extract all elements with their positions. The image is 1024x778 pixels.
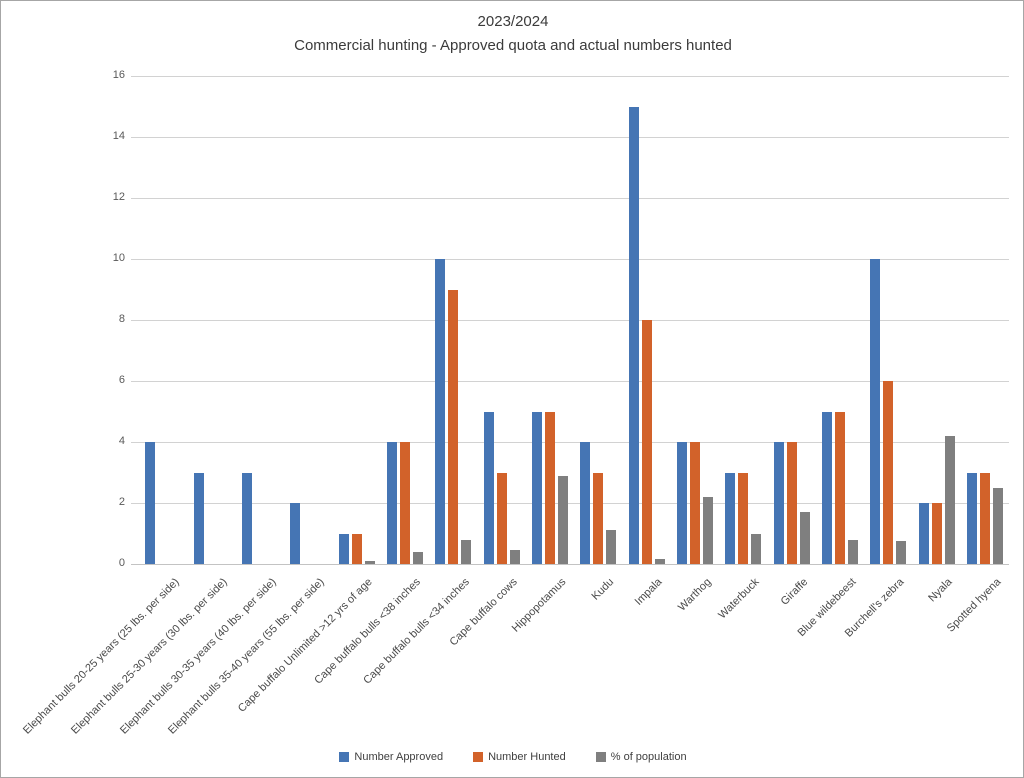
gridline [131,320,1009,321]
bar-number-approved [531,411,542,564]
chart-title-line2: Commercial hunting - Approved quota and … [294,37,732,54]
bar-of-population [992,487,1003,564]
y-axis-tick-label: 16 [112,69,125,81]
bar-of-population [461,539,472,564]
chart-title-line1: 2023/2024 [477,13,549,30]
legend-label: Number Hunted [488,751,566,763]
bar-number-approved [290,503,301,564]
y-axis-tick-label: 8 [118,313,125,325]
legend-item-number-hunted: Number Hunted [473,751,566,763]
bar-number-approved [773,442,784,564]
bar-number-approved [870,259,881,564]
bar-number-approved [145,442,156,564]
legend-swatch-number-approved [339,752,350,762]
bar-number-hunted [399,442,410,564]
gridline [131,381,1009,382]
bar-number-approved [676,442,687,564]
bar-number-approved [918,503,929,564]
bar-number-approved [725,472,736,564]
bar-number-hunted [689,442,700,564]
legend: Number Approved Number Hunted % of populat… [1,747,1023,767]
x-axis-category-label: Nyala [926,576,955,605]
bar-number-hunted [883,381,894,564]
bar-of-population [557,475,568,564]
bar-of-population [509,550,520,564]
y-axis-tick-label: 12 [112,191,125,203]
bar-of-population [606,530,617,564]
bar-number-hunted [979,472,990,564]
bar-number-hunted [593,472,604,564]
bar-of-population [702,496,713,564]
bar-number-hunted [738,472,749,564]
gridline [131,198,1009,199]
gridline [131,76,1009,77]
y-axis-tick-label: 2 [118,496,125,508]
bar-of-population [364,560,375,564]
legend-item-number-approved: Number Approved [339,751,443,763]
bar-of-population [751,533,762,564]
bar-number-hunted [351,533,362,564]
x-axis-category-label: Giraffe [778,576,810,608]
bar-of-population [799,512,810,564]
bar-number-hunted [496,472,507,564]
bar-number-hunted [641,320,652,564]
bar-number-hunted [931,503,942,564]
bar-of-population [412,551,423,564]
bar-number-approved [628,106,639,564]
x-axis-category-label: Warthog [675,576,714,614]
bar-number-approved [193,472,204,564]
bar-of-population [847,539,858,564]
bar-number-approved [966,472,977,564]
y-axis-tick-label: 6 [118,374,125,386]
bar-number-hunted [834,411,845,564]
bar-number-approved [821,411,832,564]
gridline [131,137,1009,138]
bar-number-approved [435,259,446,564]
bar-number-approved [580,442,591,564]
legend-label: Number Approved [354,751,444,763]
gridline [131,564,1009,565]
bar-of-population [944,435,955,564]
legend-swatch-number-hunted [473,752,484,762]
bar-number-hunted [448,289,459,564]
gridline [131,503,1009,504]
y-axis-tick-label: 10 [112,252,125,264]
y-axis-tick-label: 14 [112,130,125,142]
bar-number-approved [241,472,252,564]
y-axis-tick-label: 4 [118,435,125,447]
x-axis-category-label: Impala [633,576,665,608]
bar-of-population [654,559,665,564]
bar-of-population [896,541,907,564]
bar-number-hunted [786,442,797,564]
bar-number-approved [483,411,494,564]
gridline [131,442,1009,443]
legend-swatch-of-population [595,752,606,762]
x-axis-category-label: Kudu [589,576,617,603]
gridline [131,259,1009,260]
y-axis-tick-label: 0 [118,557,125,569]
legend-label: % of population [610,751,687,763]
bar-number-hunted [544,411,555,564]
legend-item-of-population: % of population [595,751,687,763]
bar-number-approved [338,533,349,564]
x-axis-category-label: Waterbuck [716,576,762,622]
bar-number-approved [386,442,397,564]
